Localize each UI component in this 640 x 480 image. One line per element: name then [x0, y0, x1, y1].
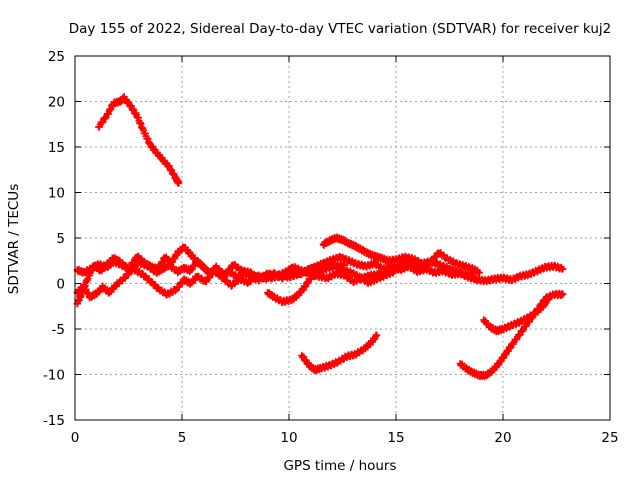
series-arc-f	[319, 233, 477, 281]
data-point	[98, 119, 106, 127]
data-point	[475, 269, 483, 277]
x-tick-label: 10	[280, 430, 297, 446]
series-arc-a	[95, 93, 183, 187]
y-tick-label: 5	[56, 231, 65, 247]
data-point	[390, 268, 398, 276]
data-point	[559, 290, 567, 298]
data-point	[373, 331, 381, 339]
data-point	[281, 272, 289, 280]
series-arc-e	[264, 260, 349, 306]
data-point	[340, 260, 348, 268]
y-tick-label: 0	[56, 277, 65, 293]
data-point	[226, 266, 234, 274]
x-tick-label: 0	[71, 430, 80, 446]
chart-title: Day 155 of 2022, Sidereal Day-to-day VTE…	[69, 21, 611, 37]
y-tick-label: 20	[48, 95, 65, 111]
x-tick-label: 15	[387, 430, 404, 446]
x-tick-label: 5	[178, 430, 187, 446]
data-point	[559, 265, 567, 273]
data-point	[341, 261, 349, 269]
axis-ticks	[74, 55, 611, 421]
y-tick-label: 15	[48, 140, 65, 156]
x-tick-label: 25	[601, 430, 618, 446]
y-tick-label: 10	[48, 186, 65, 202]
data-point	[468, 271, 476, 279]
series-arc-g	[298, 331, 381, 375]
data-points	[73, 93, 567, 381]
y-tick-label: -5	[52, 322, 65, 338]
y-tick-label: 25	[48, 49, 65, 65]
x-tick-labels: 0 5 10 15 20 25	[71, 430, 619, 446]
data-point	[544, 295, 552, 303]
y-tick-label: -15	[43, 413, 65, 429]
x-axis-label: GPS time / hours	[283, 458, 396, 474]
x-tick-label: 20	[494, 430, 511, 446]
series-arc-d	[73, 259, 398, 302]
data-point	[469, 272, 477, 280]
y-tick-label: -10	[43, 368, 65, 384]
data-point	[175, 179, 183, 187]
y-tick-labels: -15 -10 -5 0 5 10 15 20 25	[43, 49, 65, 429]
y-axis-label: SDTVAR / TECUs	[6, 184, 22, 294]
series-arc-i	[480, 295, 552, 335]
